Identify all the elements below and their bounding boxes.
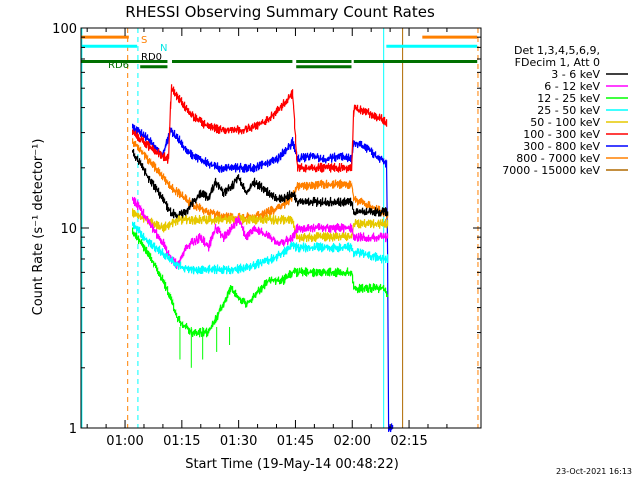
x-tick-label: 01:45 xyxy=(277,434,314,449)
legend-label: 6 - 12 keV xyxy=(544,80,600,93)
y-axis-label: Count Rate (s⁻¹ detector⁻¹) xyxy=(31,139,46,316)
legend-label: 7000 - 15000 keV xyxy=(502,164,600,177)
y-tick-label: 1 xyxy=(69,422,77,437)
x-axis-label: Start Time (19-May-14 00:48:22) xyxy=(185,457,399,472)
legend-label: 800 - 7000 keV xyxy=(516,152,600,165)
x-tick-label: 02:00 xyxy=(334,434,371,449)
x-tick-label: 02:15 xyxy=(390,434,427,449)
y-tick-label: 100 xyxy=(52,22,77,37)
flag-label: RD6 xyxy=(108,60,129,71)
legend-header: Det 1,3,4,5,6,9, xyxy=(514,44,600,57)
series-trace xyxy=(132,221,389,275)
series-trace xyxy=(132,123,394,433)
x-tick-label: 01:00 xyxy=(106,434,143,449)
legend: Det 1,3,4,5,6,9,FDecim 1, Att 03 - 6 keV… xyxy=(502,44,628,177)
series-layer xyxy=(132,84,394,433)
flag-label: RD0 xyxy=(141,52,162,63)
legend-label: 25 - 50 keV xyxy=(537,104,600,117)
axes: 1 10 100 01:00 01:15 01:30 01:45 02:00 02:15 xyxy=(52,22,482,449)
legend-label: 50 - 100 keV xyxy=(530,116,600,129)
footer-date: 23-Oct-2021 16:13 xyxy=(556,467,632,476)
series-trace xyxy=(132,84,388,173)
series-trace xyxy=(132,148,389,220)
legend-label: 300 - 800 keV xyxy=(523,140,600,153)
flag-label: N xyxy=(160,43,167,54)
legend-label: 12 - 25 keV xyxy=(537,92,600,105)
legend-header: FDecim 1, Att 0 xyxy=(515,56,600,69)
y-tick-label: 10 xyxy=(60,222,77,237)
flag-label: S xyxy=(141,35,147,46)
series-trace xyxy=(132,227,389,338)
x-tick-label: 01:30 xyxy=(220,434,257,449)
x-tick-label: 01:15 xyxy=(163,434,200,449)
chart-title: RHESSI Observing Summary Count Rates xyxy=(125,3,435,21)
legend-label: 100 - 300 keV xyxy=(523,128,600,141)
legend-label: 3 - 6 keV xyxy=(551,68,600,81)
series-trace xyxy=(132,208,389,243)
